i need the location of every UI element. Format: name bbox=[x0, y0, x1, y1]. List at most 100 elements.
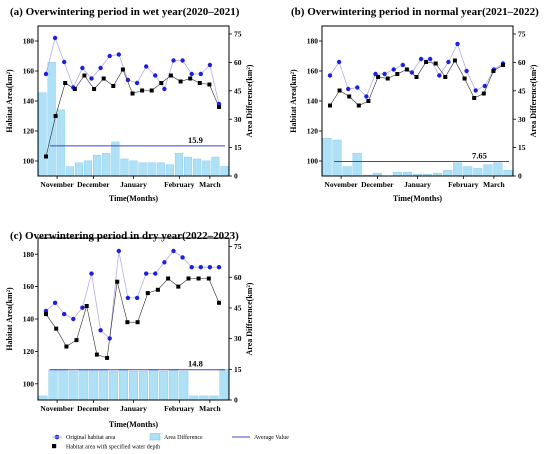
difference-bar bbox=[118, 369, 128, 401]
legend-specified-label: Habitat area with specified water depth bbox=[66, 444, 160, 451]
specified-point bbox=[481, 91, 486, 96]
difference-bar bbox=[159, 371, 169, 401]
specified-point bbox=[111, 84, 116, 88]
y-tick-label: 140 bbox=[307, 97, 319, 106]
specified-point bbox=[74, 338, 79, 343]
difference-bar bbox=[47, 62, 56, 177]
y-tick-label: 180 bbox=[23, 37, 35, 46]
original-point bbox=[162, 260, 167, 265]
original-point bbox=[482, 83, 487, 89]
specified-point bbox=[84, 304, 89, 308]
y2-tick-label: 60 bbox=[518, 58, 526, 67]
y2-axis-label: Area Difference(km²) bbox=[245, 282, 254, 355]
difference-bar bbox=[342, 166, 352, 177]
difference-bar bbox=[56, 109, 65, 177]
difference-bar bbox=[179, 371, 189, 401]
difference-bar bbox=[58, 369, 68, 401]
original-point bbox=[153, 73, 158, 78]
original-point bbox=[216, 265, 222, 270]
original-point bbox=[80, 65, 85, 71]
x-tick-label: January bbox=[120, 180, 147, 189]
legend-average-label: Average Value bbox=[254, 435, 289, 441]
difference-bar bbox=[209, 395, 219, 401]
y-axis-label: Habitat Area(km²) bbox=[289, 69, 298, 133]
difference-bar bbox=[352, 153, 362, 177]
difference-bar bbox=[68, 371, 78, 401]
chart-title: (c) Overwintering period in dry year(202… bbox=[10, 230, 239, 242]
difference-bar bbox=[78, 369, 88, 401]
difference-bar bbox=[38, 92, 47, 177]
original-point bbox=[428, 56, 433, 62]
specified-point bbox=[130, 91, 135, 96]
y2-tick-label: 30 bbox=[518, 115, 526, 124]
specified-point bbox=[217, 300, 221, 305]
y-tick-label: 120 bbox=[307, 127, 319, 136]
original-point bbox=[134, 80, 140, 86]
original-point bbox=[336, 59, 342, 65]
difference-bar bbox=[139, 371, 149, 401]
difference-bar bbox=[102, 153, 111, 177]
difference-bar bbox=[156, 162, 165, 177]
y2-tick-label: 45 bbox=[518, 86, 526, 95]
specified-point bbox=[140, 88, 145, 93]
difference-bar bbox=[473, 168, 483, 177]
original-point bbox=[162, 86, 167, 92]
original-point bbox=[43, 71, 49, 77]
specified-point bbox=[159, 81, 164, 85]
specified-point bbox=[217, 105, 221, 109]
original-series-line bbox=[45, 36, 220, 105]
specified-point bbox=[44, 154, 48, 159]
panel-wet-year: (a) Overwintering period in wet year(202… bbox=[5, 6, 254, 203]
original-point bbox=[52, 35, 58, 41]
original-point bbox=[346, 86, 351, 92]
x-tick-label: March bbox=[483, 180, 505, 189]
original-point bbox=[327, 73, 333, 78]
difference-bar bbox=[120, 158, 129, 177]
original-point bbox=[207, 265, 213, 270]
x-tick-label: February bbox=[164, 404, 195, 413]
y-tick-label: 140 bbox=[23, 315, 35, 324]
original-point bbox=[71, 316, 76, 322]
y-tick-label: 180 bbox=[23, 250, 35, 259]
specified-point bbox=[63, 81, 68, 85]
difference-bar bbox=[202, 160, 211, 177]
x-axis-label: Time(Months) bbox=[109, 420, 159, 429]
original-point bbox=[144, 271, 149, 276]
specified-point bbox=[347, 94, 352, 99]
y-tick-label: 100 bbox=[23, 379, 35, 388]
original-point bbox=[207, 62, 213, 68]
specified-point bbox=[145, 291, 150, 296]
difference-bar bbox=[332, 139, 342, 177]
specified-point bbox=[207, 82, 212, 87]
original-point bbox=[180, 58, 185, 63]
original-point bbox=[125, 295, 131, 301]
average-value-label: 14.8 bbox=[188, 359, 203, 369]
specified-point bbox=[452, 58, 457, 63]
specified-point bbox=[337, 88, 342, 93]
difference-bar bbox=[220, 166, 229, 177]
specified-point bbox=[101, 76, 106, 81]
original-point bbox=[61, 59, 67, 65]
x-tick-label: January bbox=[120, 404, 147, 413]
difference-bar bbox=[98, 369, 108, 401]
original-point bbox=[409, 70, 415, 75]
y-axis-label: Habitat Area(km²) bbox=[5, 69, 14, 133]
specified-point bbox=[53, 114, 58, 118]
x-tick-label: February bbox=[164, 180, 195, 189]
y-tick-label: 140 bbox=[23, 97, 35, 106]
original-point bbox=[418, 56, 424, 62]
difference-bar bbox=[65, 166, 74, 177]
specified-point bbox=[206, 276, 211, 281]
difference-bar bbox=[174, 153, 184, 177]
original-point bbox=[464, 68, 469, 74]
original-point bbox=[43, 308, 49, 314]
specified-point bbox=[188, 76, 193, 81]
original-point bbox=[189, 71, 194, 77]
y-tick-label: 160 bbox=[23, 282, 35, 291]
specified-point bbox=[196, 276, 201, 281]
specified-point bbox=[404, 67, 409, 72]
original-point bbox=[189, 265, 194, 270]
y-tick-label: 100 bbox=[307, 157, 319, 166]
x-axis-label: Time(Months) bbox=[109, 194, 159, 203]
